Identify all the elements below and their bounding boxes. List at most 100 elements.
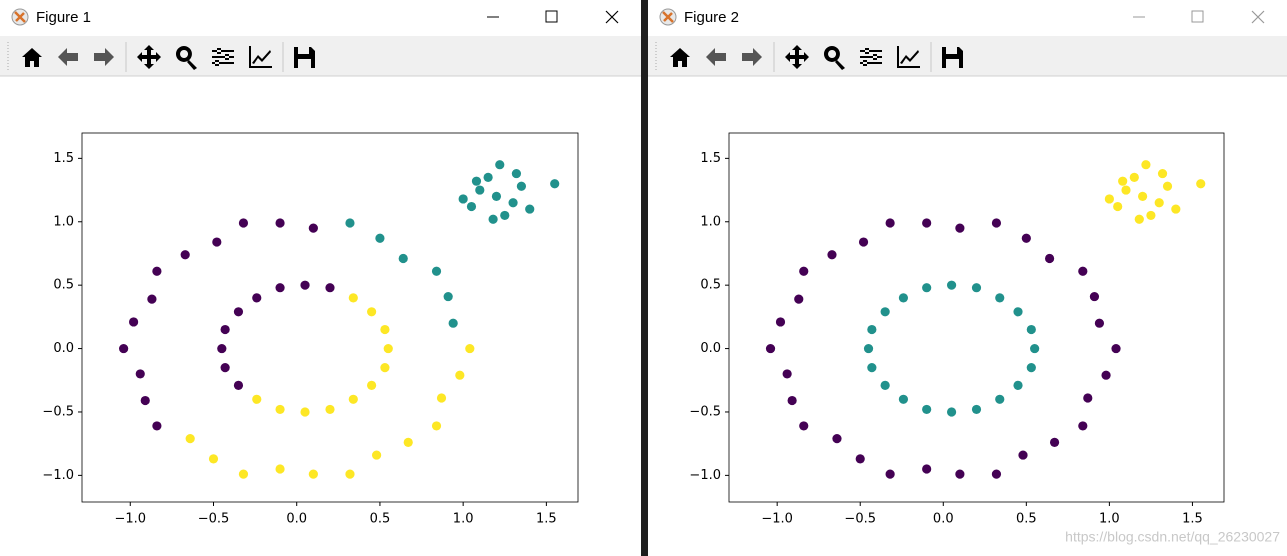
point bbox=[898, 394, 909, 404]
save-button[interactable] bbox=[942, 47, 963, 68]
icon-shape bbox=[662, 11, 674, 23]
x-tick-label: −0.5 bbox=[198, 512, 230, 527]
point bbox=[403, 437, 413, 448]
point bbox=[765, 343, 776, 354]
point bbox=[458, 194, 468, 204]
point bbox=[955, 223, 965, 233]
point bbox=[275, 283, 285, 293]
point bbox=[217, 343, 227, 354]
point bbox=[308, 469, 318, 479]
point bbox=[367, 380, 377, 390]
x-tick-label: 0.5 bbox=[1016, 512, 1037, 527]
point bbox=[152, 421, 162, 431]
y-tick-label: 0.5 bbox=[53, 278, 74, 293]
point bbox=[863, 343, 874, 354]
y-tick-label: 1.5 bbox=[53, 151, 74, 166]
point bbox=[1157, 168, 1168, 179]
window-title: Figure 1 bbox=[36, 9, 91, 26]
point bbox=[128, 317, 139, 327]
icon-shape bbox=[14, 11, 26, 23]
window: Figure 2 bbox=[648, 0, 1287, 77]
forward-button[interactable] bbox=[94, 48, 114, 66]
point bbox=[252, 293, 262, 303]
point bbox=[1078, 266, 1088, 276]
app-icon bbox=[11, 8, 29, 26]
icon-shape bbox=[175, 46, 197, 70]
point bbox=[946, 280, 957, 290]
edit-axis-button[interactable] bbox=[897, 46, 920, 68]
point bbox=[991, 469, 1002, 479]
point bbox=[233, 307, 244, 317]
icon-shape bbox=[58, 48, 78, 66]
axes-frame bbox=[728, 132, 1225, 503]
point bbox=[1078, 421, 1088, 431]
point bbox=[1154, 198, 1164, 208]
point bbox=[1049, 437, 1060, 448]
point bbox=[466, 201, 477, 212]
save-button[interactable] bbox=[294, 47, 315, 68]
point bbox=[991, 218, 1002, 228]
zoom-button[interactable] bbox=[823, 46, 845, 70]
close-button[interactable] bbox=[605, 10, 619, 24]
point bbox=[516, 181, 527, 191]
point bbox=[946, 407, 957, 417]
zoom-button[interactable] bbox=[175, 46, 197, 70]
y-tick-label: 1.0 bbox=[53, 214, 74, 229]
point bbox=[475, 185, 485, 195]
point bbox=[275, 218, 285, 228]
forward-button[interactable] bbox=[742, 48, 762, 66]
point bbox=[1141, 160, 1151, 170]
point bbox=[1030, 343, 1040, 354]
back-button[interactable] bbox=[58, 48, 78, 66]
y-tick-label: −0.5 bbox=[689, 404, 721, 419]
home-button[interactable] bbox=[670, 48, 690, 67]
point bbox=[511, 168, 522, 179]
point bbox=[275, 464, 285, 474]
point bbox=[775, 317, 786, 327]
icon-shape bbox=[294, 47, 315, 68]
y-tick-label: 0.0 bbox=[700, 341, 721, 356]
point bbox=[135, 369, 145, 379]
point bbox=[220, 324, 230, 335]
back-button[interactable] bbox=[706, 48, 726, 66]
x-tick-label: 0.0 bbox=[933, 512, 954, 527]
app-icon bbox=[659, 8, 677, 26]
point bbox=[880, 380, 890, 390]
point bbox=[1021, 233, 1031, 243]
title-bar bbox=[648, 0, 1287, 35]
point bbox=[375, 233, 385, 243]
point bbox=[491, 191, 502, 202]
icon-shape bbox=[249, 46, 272, 68]
home-button[interactable] bbox=[22, 48, 42, 67]
point bbox=[1094, 318, 1105, 328]
icon-shape bbox=[823, 46, 845, 70]
x-tick-label: 0.5 bbox=[370, 512, 391, 527]
configure-button[interactable] bbox=[860, 48, 882, 66]
point bbox=[799, 421, 809, 431]
point bbox=[799, 266, 809, 276]
window: Figure 1 bbox=[0, 0, 641, 77]
pan-button[interactable] bbox=[785, 45, 809, 69]
x-tick-label: −1.0 bbox=[761, 512, 793, 527]
point bbox=[119, 343, 129, 354]
edit-axis-button[interactable] bbox=[249, 46, 272, 68]
maximize-button[interactable] bbox=[1191, 10, 1204, 23]
icon-shape bbox=[22, 48, 42, 67]
close-button[interactable] bbox=[1251, 10, 1265, 24]
point bbox=[1134, 214, 1144, 224]
point bbox=[1013, 307, 1023, 317]
point bbox=[1121, 185, 1131, 195]
point bbox=[1146, 210, 1156, 221]
point bbox=[995, 394, 1005, 404]
point bbox=[971, 404, 982, 415]
point bbox=[1101, 370, 1111, 380]
point bbox=[1138, 191, 1148, 202]
point bbox=[922, 464, 932, 474]
maximize-button[interactable] bbox=[545, 10, 558, 23]
point bbox=[922, 218, 932, 228]
configure-button[interactable] bbox=[212, 48, 234, 66]
y-tick-label: 1.0 bbox=[700, 214, 721, 229]
point bbox=[855, 454, 865, 464]
pan-button[interactable] bbox=[137, 45, 161, 69]
point bbox=[372, 450, 382, 460]
